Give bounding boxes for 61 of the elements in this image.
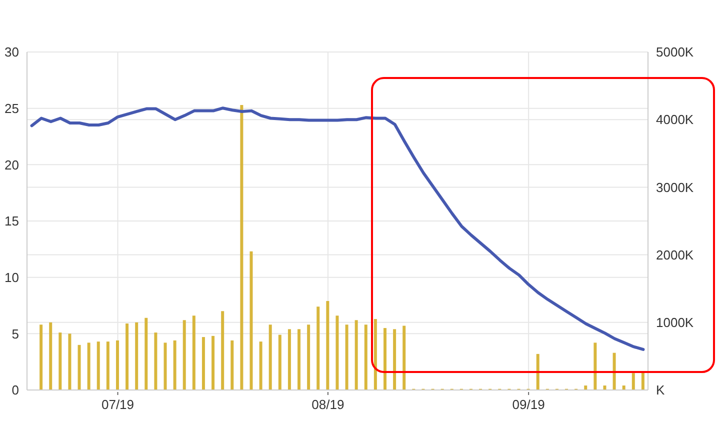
bar: [288, 329, 291, 390]
bar: [316, 306, 320, 390]
bar: [307, 324, 310, 390]
y-tick-label: 30: [4, 44, 19, 60]
bar: [49, 322, 52, 390]
bar: [632, 373, 635, 390]
bar: [641, 372, 644, 390]
y2-tick-label: 2000K: [656, 247, 694, 262]
bar: [96, 342, 100, 390]
bar: [536, 354, 540, 390]
bar: [230, 340, 234, 390]
y-tick-label: 15: [4, 214, 19, 229]
y2-tick-label: 1000K: [656, 315, 694, 330]
bar: [326, 300, 330, 390]
bar: [393, 329, 396, 390]
bar: [106, 342, 110, 390]
bar: [173, 340, 176, 390]
bar: [116, 340, 119, 390]
bar: [278, 334, 282, 390]
bar: [354, 320, 358, 390]
y2-tick-label: 4000K: [656, 112, 694, 128]
bar: [612, 352, 616, 390]
bar: [259, 342, 262, 390]
x-tick-label: 07/19: [101, 397, 134, 412]
bar: [202, 337, 205, 390]
bar: [58, 332, 62, 390]
x-tick-label: 09/19: [512, 397, 545, 412]
bar: [78, 344, 81, 390]
bar: [144, 318, 148, 390]
y-tick-label: 5: [12, 326, 19, 342]
bar: [336, 316, 339, 390]
bar: [240, 104, 244, 390]
bar: [135, 322, 138, 390]
y-tick-label: 0: [12, 382, 19, 398]
bar: [154, 332, 158, 390]
bar: [40, 324, 43, 390]
bar: [87, 342, 90, 390]
bar: [298, 329, 301, 390]
bar: [192, 316, 196, 390]
bar: [164, 342, 167, 390]
bar: [182, 320, 186, 390]
bar: [68, 334, 72, 390]
x-tick-label: 08/19: [312, 397, 344, 412]
bar: [402, 326, 406, 390]
bar: [268, 324, 272, 390]
bar: [374, 319, 377, 390]
bar: [212, 336, 215, 390]
bar: [345, 324, 348, 390]
y-tick-label: 10: [4, 270, 19, 285]
y-tick-label: 25: [4, 100, 19, 116]
y2-tick-label: K: [656, 382, 665, 398]
bar: [364, 324, 368, 390]
bar: [221, 311, 224, 390]
y2-tick-label: 5000K: [656, 44, 694, 60]
bar: [126, 324, 129, 390]
bar: [250, 251, 253, 390]
line-series: [30, 106, 645, 351]
bar: [383, 328, 386, 390]
y2-tick-label: 3000K: [656, 180, 694, 195]
y-tick-label: 20: [4, 157, 19, 172]
bar: [594, 342, 597, 390]
